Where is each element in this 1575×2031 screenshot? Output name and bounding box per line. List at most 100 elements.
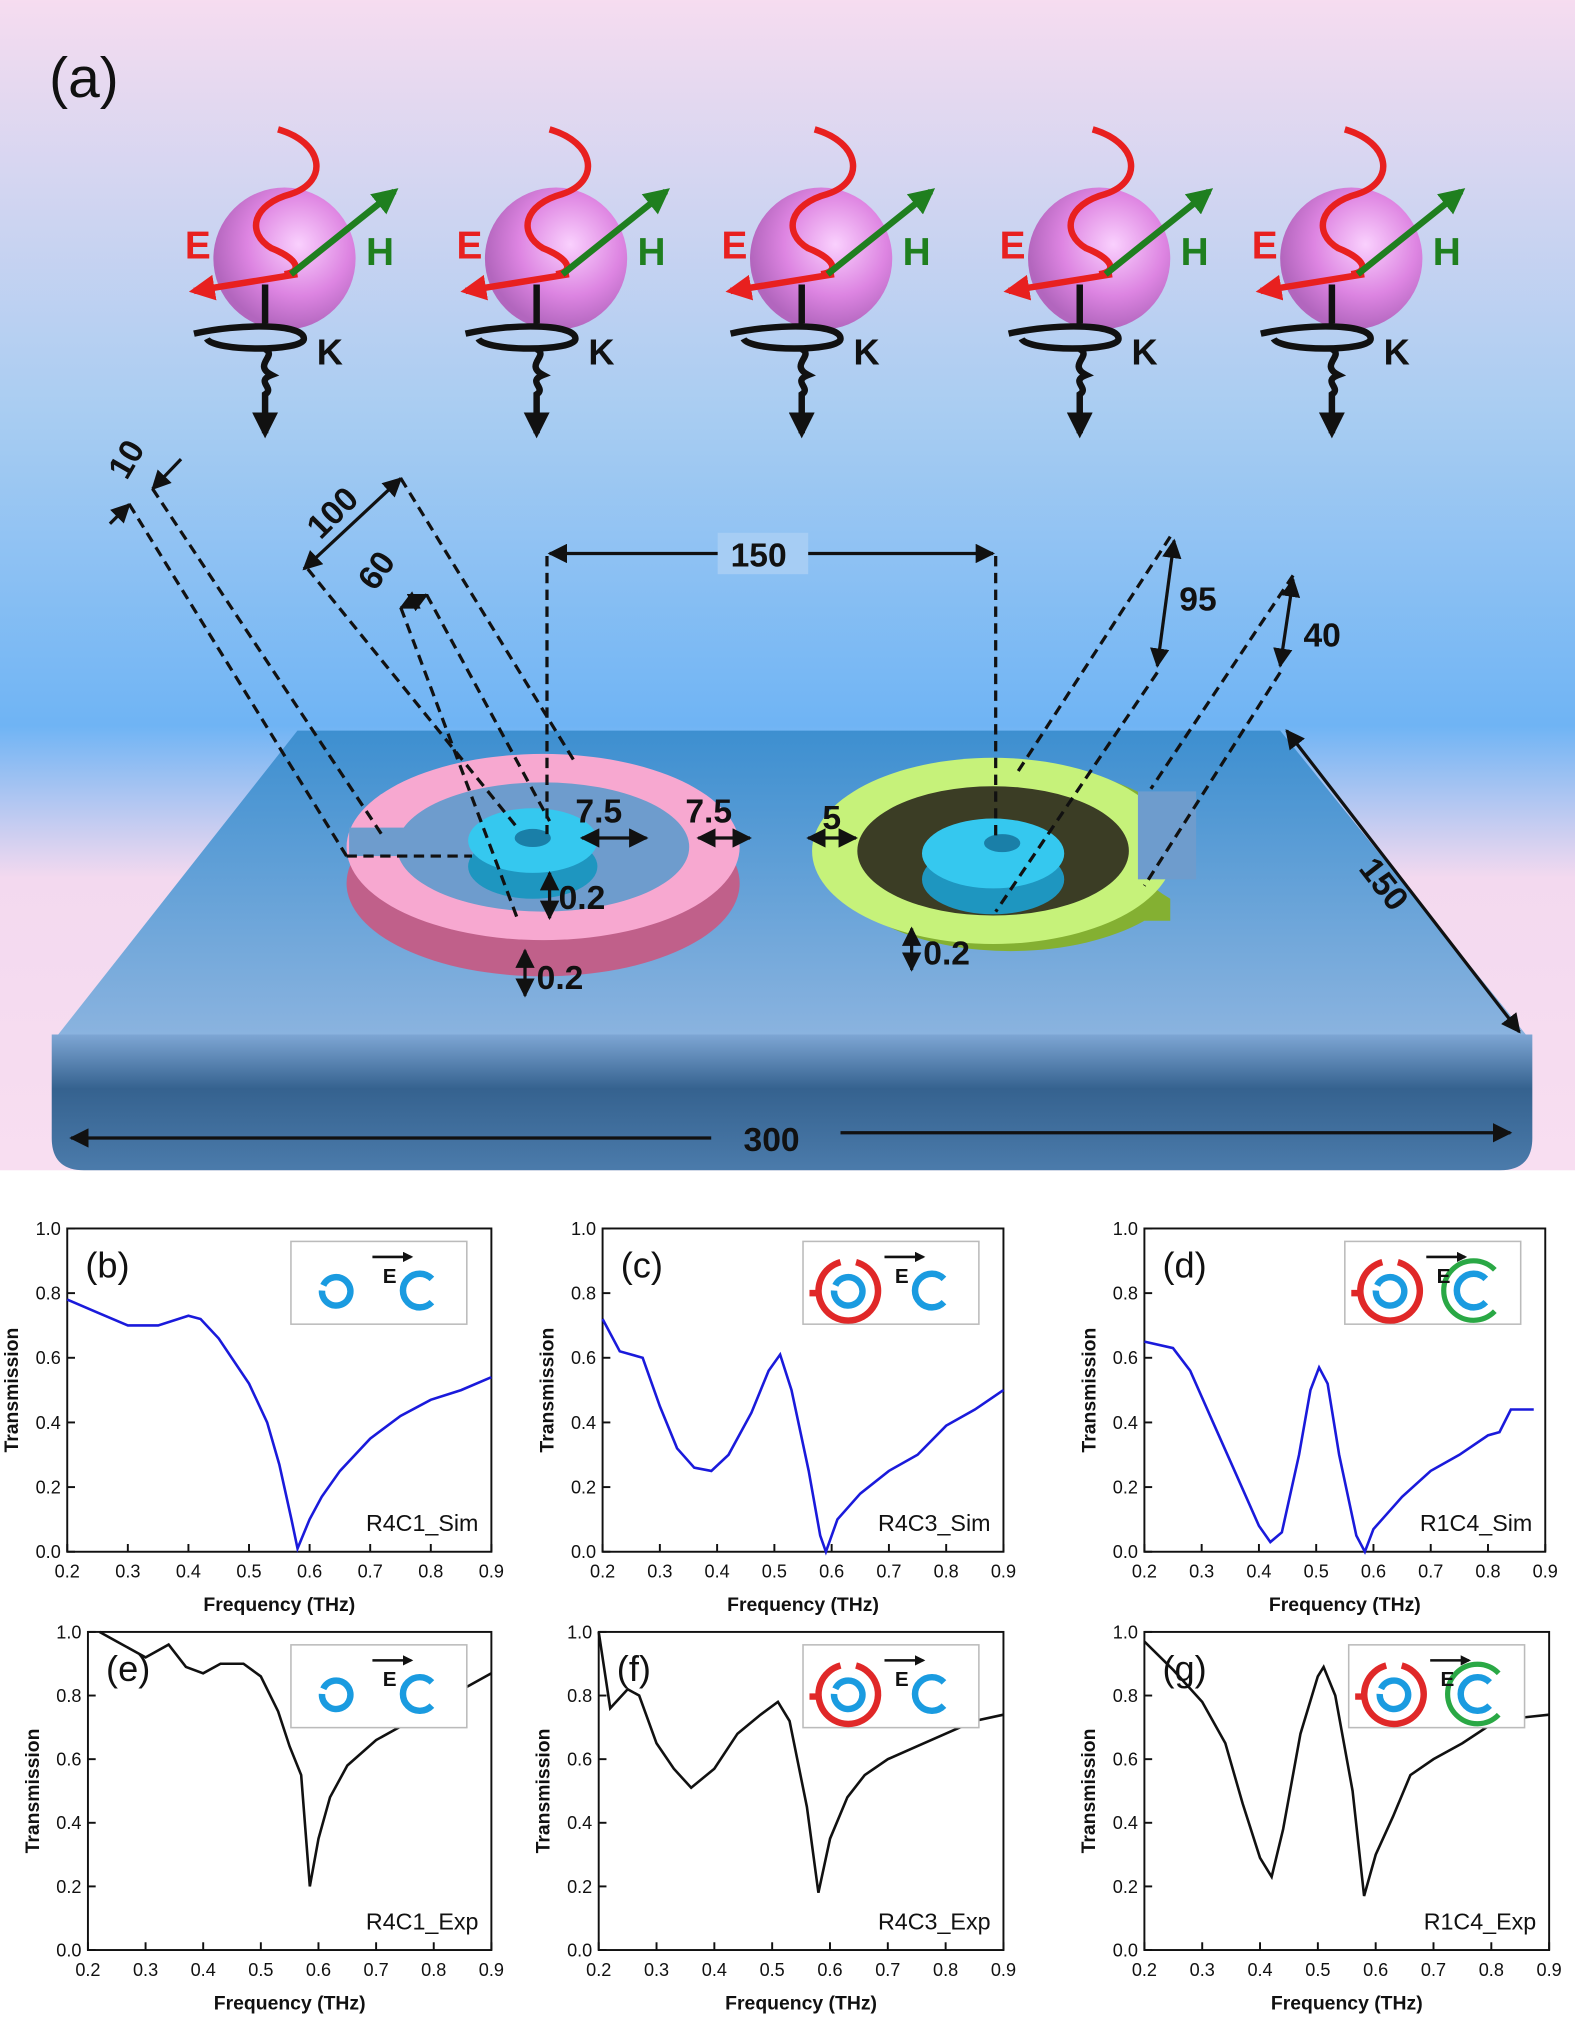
e-label: E [722, 225, 748, 268]
e-label: E [1000, 225, 1026, 268]
panel-label: (c) [621, 1245, 663, 1286]
outer-ring [1441, 1258, 1497, 1323]
dimension-arrow [399, 591, 429, 612]
outer-ring [1355, 1662, 1427, 1728]
data-line [1143, 1640, 1550, 1897]
inset-label: E [1437, 1265, 1451, 1288]
inner-ring [318, 1677, 354, 1713]
panel-label: (e) [106, 1648, 150, 1689]
x-tick-label: 0.4 [191, 1960, 216, 1980]
chart: 0.2 0.3 0.4 0.5 0.6 0.7 0.8 0.90.00.20.40.60.81… [22, 1622, 504, 2014]
x-tick-label: 0.8 [934, 1562, 959, 1582]
inner-ring [911, 1270, 947, 1311]
y-tick-label: 0.6 [567, 1750, 592, 1770]
sphere [750, 187, 893, 330]
y-tick-label: 0.0 [571, 1542, 596, 1562]
substrate-top [58, 730, 1526, 1035]
x-tick-label: 0.5 [248, 1960, 273, 1980]
x-tick-label: 0.5 [762, 1562, 787, 1582]
charts: 0.2 0.3 0.4 0.5 0.6 0.7 0.8 0.90.00.20.40.60.81… [1, 1219, 1562, 2015]
x-tick-label: 0.9 [479, 1562, 504, 1582]
y-tick-label: 0.6 [1113, 1348, 1138, 1368]
annotation: R4C1_Sim [366, 1510, 479, 1536]
e-wave [252, 126, 320, 278]
h-arrow [288, 188, 399, 277]
y-axis-label: Transmission [1, 1328, 23, 1453]
y-tick-label: 0.2 [56, 1877, 81, 1897]
e-arrow [725, 270, 835, 301]
chart: 0.2 0.3 0.4 0.5 0.6 0.7 0.8 0.90.00.20.40.60.81… [533, 1622, 1016, 2014]
y-tick-label: 0.2 [36, 1478, 61, 1498]
panel-label: (b) [85, 1245, 129, 1286]
inner-ring [1453, 1270, 1489, 1311]
k-label: K [317, 332, 343, 373]
inner-ring [399, 1270, 435, 1311]
annotation: R1C4_Sim [1420, 1510, 1533, 1536]
y-tick-label: 0.2 [567, 1877, 592, 1897]
y-tick-label: 0.2 [1113, 1877, 1138, 1897]
dimension-arrow [1150, 538, 1182, 668]
x-tick-label: 0.8 [1475, 1562, 1500, 1582]
x-tick-label: 0.7 [876, 1562, 901, 1582]
x-tick-label: 0.5 [1304, 1562, 1329, 1582]
dimension-label: 0.2 [537, 960, 584, 997]
y-tick-label: 0.8 [56, 1686, 81, 1706]
outer-ring [1445, 1661, 1501, 1727]
inset-box [290, 1240, 468, 1325]
h-label: H [903, 231, 931, 274]
schematic: (a) 10 100 60 150 95 40 7.5 7.5 5 0.2 0.… [0, 0, 1575, 1171]
k-label: K [1384, 332, 1410, 373]
panel-label: (a) [49, 46, 119, 110]
k-label: K [853, 332, 879, 373]
y-tick-label: 0.4 [571, 1413, 596, 1433]
y-tick-label: 0.0 [1113, 1542, 1138, 1562]
dimension-label: 7.5 [575, 793, 622, 830]
x-tick-label: 0.6 [819, 1562, 844, 1582]
k-label: K [1131, 332, 1157, 373]
x-tick-label: 0.5 [760, 1960, 785, 1980]
x-tick-label: 0.2 [1132, 1562, 1157, 1582]
disk-hole [514, 828, 551, 848]
y-tick-label: 0.6 [56, 1750, 81, 1770]
x-tick-label: 0.4 [702, 1960, 727, 1980]
h-label: H [366, 231, 394, 274]
sphere [1280, 187, 1423, 330]
y-tick-label: 1.0 [1113, 1219, 1138, 1239]
x-tick-label: 0.3 [1189, 1562, 1214, 1582]
inset-label: E [1441, 1668, 1455, 1691]
y-tick-label: 0.8 [36, 1284, 61, 1304]
k-wave [1007, 284, 1122, 434]
x-tick-label: 0.2 [55, 1562, 80, 1582]
e-wave [524, 126, 592, 278]
x-tick-label: 0.9 [1537, 1960, 1562, 1980]
e-arrow [460, 270, 570, 301]
y-tick-label: 0.6 [36, 1348, 61, 1368]
x-tick-label: 0.6 [297, 1562, 322, 1582]
h-arrow [560, 188, 670, 277]
chart: 0.2 0.3 0.4 0.5 0.6 0.7 0.8 0.90.00.20.40.60.81… [1078, 1622, 1561, 2014]
x-tick-label: 0.3 [647, 1562, 672, 1582]
sphere [213, 187, 356, 330]
y-tick-label: 1.0 [56, 1622, 81, 1642]
x-axis-label: Frequency (THz) [1271, 1993, 1423, 2015]
x-tick-label: 0.5 [236, 1562, 261, 1582]
dimension-arrow [1273, 577, 1301, 668]
data-line [66, 1298, 492, 1553]
wave-icon: E H K [1000, 126, 1214, 434]
wave-icon: E H K [456, 126, 670, 433]
annotation: R4C1_Exp [366, 1908, 479, 1934]
x-axis-label: Frequency (THz) [203, 1594, 355, 1616]
y-tick-label: 0.4 [567, 1813, 592, 1833]
x-tick-label: 0.4 [1247, 1960, 1272, 1980]
x-tick-label: 0.7 [1418, 1562, 1443, 1582]
x-axis-label: Frequency (THz) [1269, 1594, 1421, 1616]
outer-ring [809, 1258, 882, 1324]
x-tick-label: 0.4 [1246, 1562, 1271, 1582]
label-bg [717, 532, 809, 575]
plot-frame [66, 1227, 493, 1553]
x-tick-label: 0.5 [1305, 1960, 1330, 1980]
k-label: K [588, 332, 614, 373]
y-tick-label: 1.0 [571, 1219, 596, 1239]
inner-ring [1457, 1673, 1492, 1715]
